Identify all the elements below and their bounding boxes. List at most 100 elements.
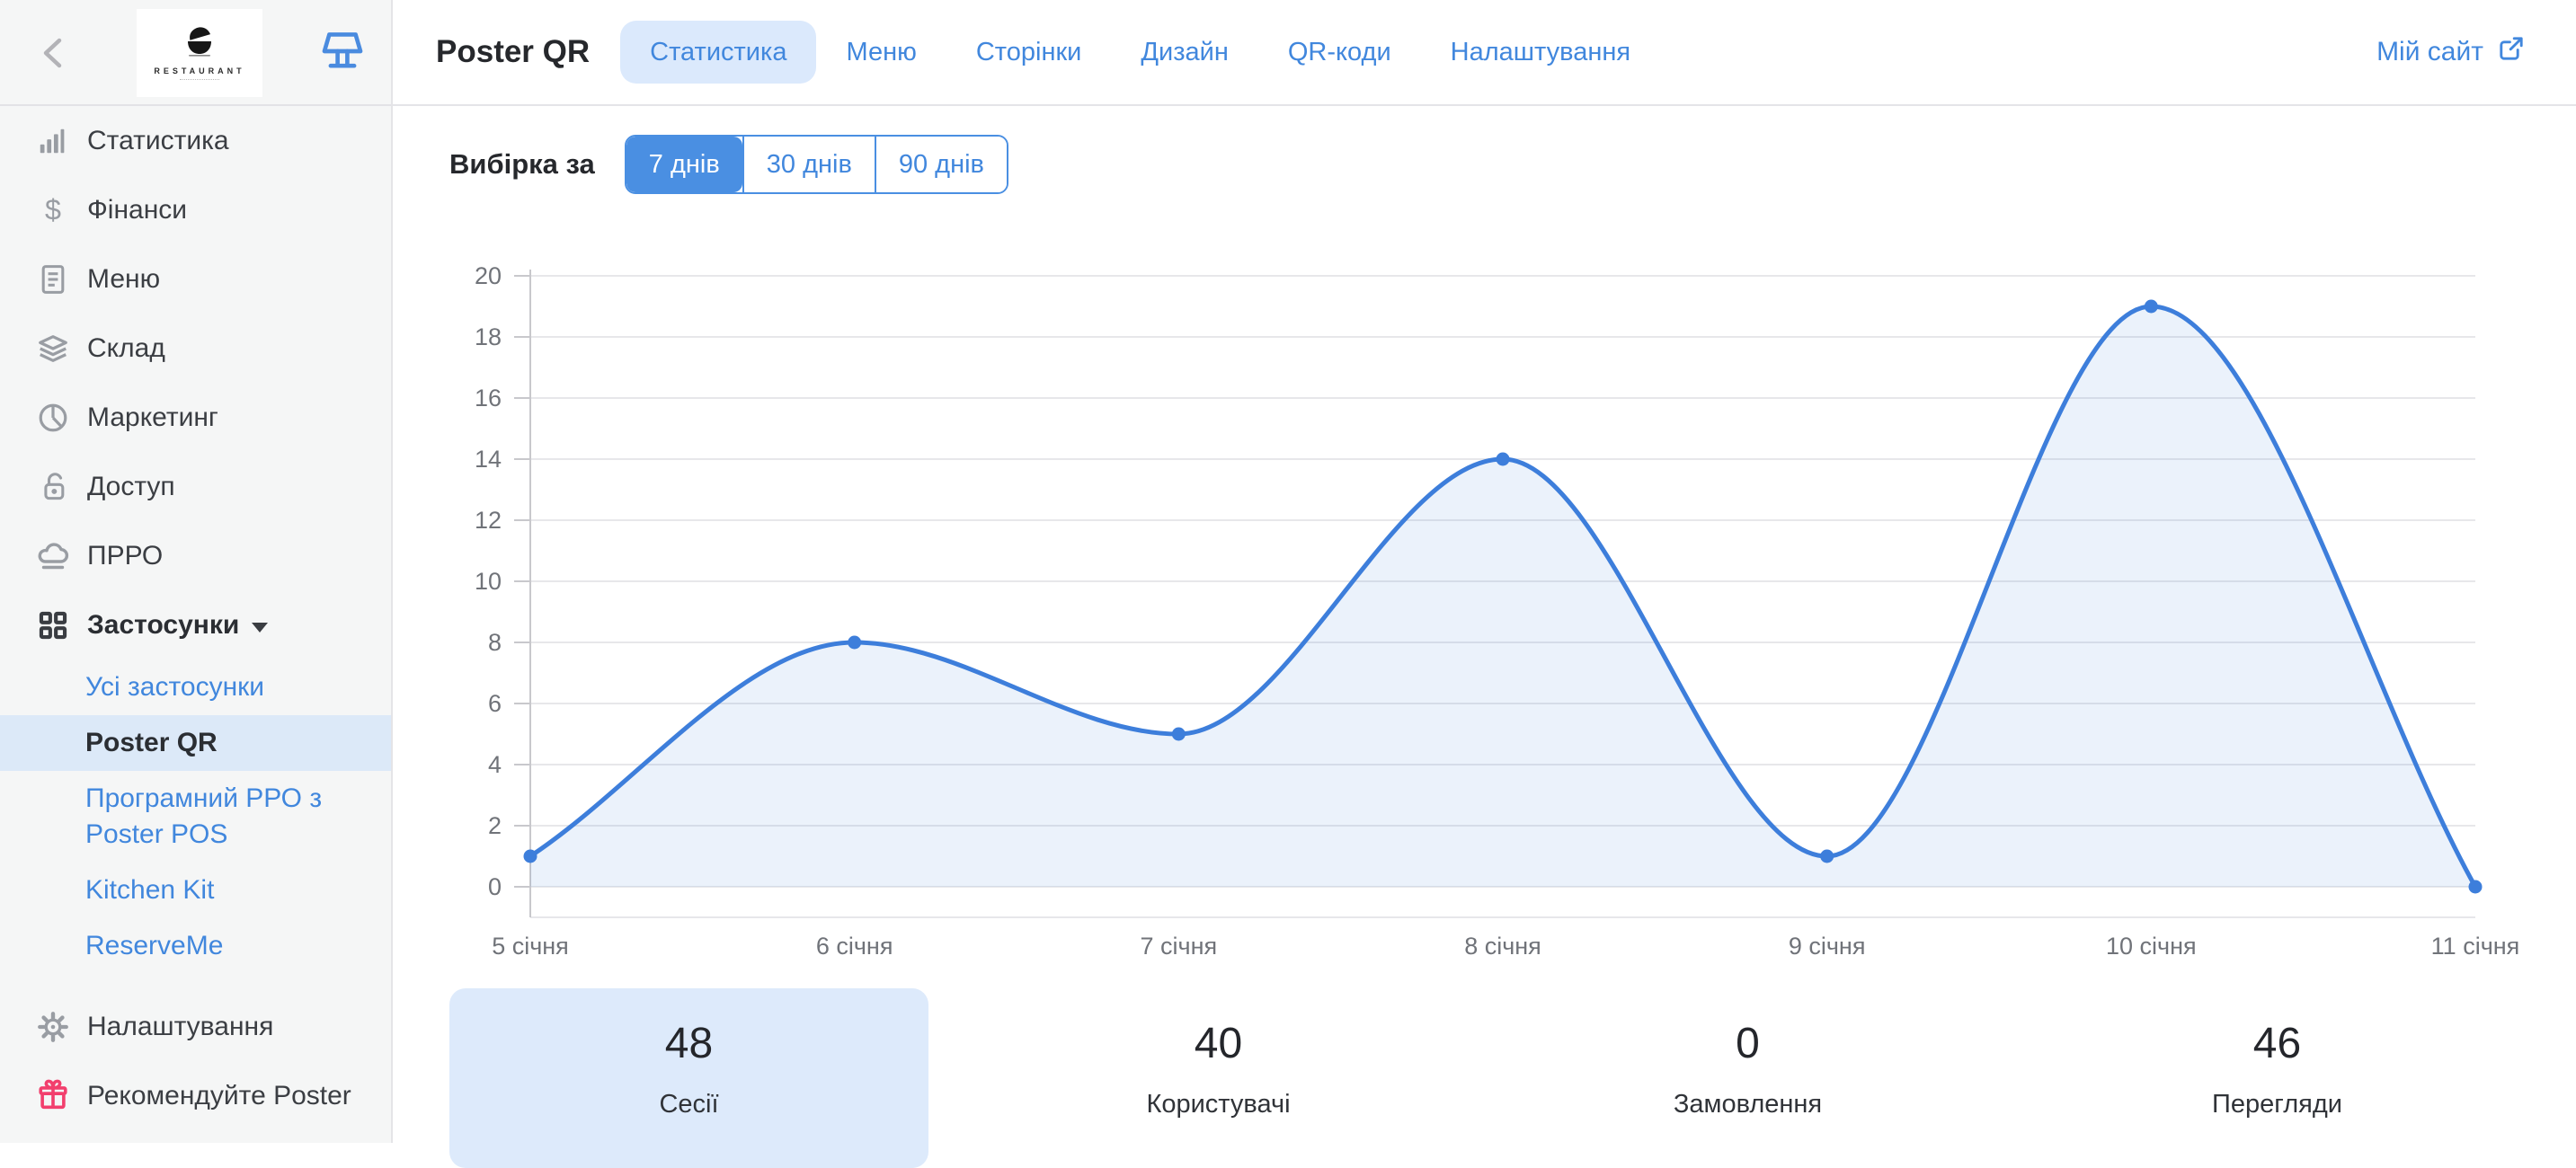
svg-text:20: 20 xyxy=(475,262,502,289)
tab-Налаштування[interactable]: Налаштування xyxy=(1450,37,1631,66)
chevron-down-icon xyxy=(252,623,269,633)
apps-grid-icon xyxy=(34,606,72,644)
pie-chart-icon xyxy=(34,399,72,437)
sidebar-item-Маркетинг[interactable]: Маркетинг xyxy=(0,383,391,452)
svg-text:6: 6 xyxy=(488,690,502,717)
sidebar-bottom-list: Налаштування Рекомендуйте Poster xyxy=(0,992,391,1130)
sidebar-item-label: Рекомендуйте Poster xyxy=(87,1080,351,1110)
tab-Меню[interactable]: Меню xyxy=(846,37,917,66)
svg-text:7 січня: 7 січня xyxy=(1141,933,1218,960)
sidebar-item-label: ПРРО xyxy=(87,540,164,571)
svg-text:12: 12 xyxy=(475,507,502,534)
stat-card-Сесії[interactable]: 48 Сесії xyxy=(449,988,928,1168)
sidebar-item-Налаштування[interactable]: Налаштування xyxy=(0,992,391,1061)
svg-text:10 січня: 10 січня xyxy=(2106,933,2197,960)
stats-row: 48 Сесії 40 Користувачі 0 Замовлення 46 Перегля… xyxy=(449,988,2517,1168)
svg-text:11 січня: 11 січня xyxy=(2431,933,2520,960)
sidebar-subitem-ReserveMe[interactable]: ReserveMe xyxy=(0,918,391,974)
svg-text:$: $ xyxy=(45,193,61,226)
sidebar-item-label: Склад xyxy=(87,332,165,363)
sidebar-item-Застосунки[interactable]: Застосунки xyxy=(0,590,391,659)
sidebar-subitem-label: ReserveMe xyxy=(85,931,224,960)
sidebar-main-list: Статистика $ Фінанси Меню Склад Маркетинг Дост… xyxy=(0,106,391,659)
sidebar-item-label: Маркетинг xyxy=(87,402,218,432)
external-link-icon xyxy=(2497,34,2526,70)
back-button[interactable] xyxy=(34,32,76,74)
stat-value: 48 xyxy=(664,1020,714,1067)
logo-wordmark: RESTAURANT xyxy=(154,66,245,75)
svg-text:5 січня: 5 січня xyxy=(492,933,569,960)
svg-text:14: 14 xyxy=(475,446,502,473)
filter-row: Вибірка за 7 днів 30 днів 90 днів xyxy=(449,135,1008,194)
sidebar-item-label: Меню xyxy=(87,263,161,294)
svg-text:8: 8 xyxy=(488,629,502,656)
tab-Дизайн[interactable]: Дизайн xyxy=(1141,37,1229,66)
stat-value: 40 xyxy=(1194,1020,1243,1067)
svg-text:4: 4 xyxy=(488,751,502,778)
stat-value: 46 xyxy=(2252,1020,2302,1067)
sidebar-item-Склад[interactable]: Склад xyxy=(0,314,391,383)
stat-label: Сесії xyxy=(659,1090,719,1119)
lock-open-icon xyxy=(34,468,72,506)
period-segmented-control: 7 днів 30 днів 90 днів xyxy=(624,135,1008,194)
sidebar-item-label: Статистика xyxy=(87,125,229,155)
sidebar-subitem-Програмний РРО з Poster POS[interactable]: Програмний РРО з Poster POS xyxy=(0,771,391,863)
sidebar-subitem-label: Програмний РРО з Poster POS xyxy=(85,783,323,849)
sidebar-item-label: Фінанси xyxy=(87,194,188,225)
sidebar-subitem-Kitchen Kit[interactable]: Kitchen Kit xyxy=(0,863,391,918)
tabs: Статистика Меню Сторінки Дизайн QR-коди Налаш… xyxy=(620,21,1660,84)
tab-QR-коди[interactable]: QR-коди xyxy=(1287,37,1391,66)
cloud-icon xyxy=(34,537,72,575)
sidebar-item-Рекомендуйте Poster[interactable]: Рекомендуйте Poster xyxy=(0,1061,391,1130)
sidebar-item-Доступ[interactable]: Доступ xyxy=(0,452,391,521)
sidebar-item-label: Доступ xyxy=(87,471,175,501)
filter-label: Вибірка за xyxy=(449,148,595,180)
sidebar-item-label: Налаштування xyxy=(87,1011,274,1041)
main-content: Poster QR Статистика Меню Сторінки Дизайн QR… xyxy=(393,0,2576,1168)
stat-card-Замовлення[interactable]: 0 Замовлення xyxy=(1508,988,1987,1168)
sidebar-subitem-Poster QR[interactable]: Poster QR xyxy=(0,715,391,771)
period-button-90 днів[interactable]: 90 днів xyxy=(874,137,1007,192)
stat-card-Перегляди[interactable]: 46 Перегляди xyxy=(2038,988,2517,1168)
sidebar-item-Меню[interactable]: Меню xyxy=(0,244,391,314)
bar-chart-icon xyxy=(34,122,72,160)
sidebar-subitem-label: Усі застосунки xyxy=(85,672,265,702)
stat-value: 0 xyxy=(1736,1020,1760,1067)
period-button-7 днів[interactable]: 7 днів xyxy=(626,137,742,192)
page-title: Poster QR xyxy=(436,34,591,69)
sidebar-item-label: Застосунки xyxy=(87,609,240,640)
document-icon xyxy=(34,261,72,298)
stat-card-Користувачі[interactable]: 40 Користувачі xyxy=(979,988,1458,1168)
svg-text:9 січня: 9 січня xyxy=(1789,933,1866,960)
period-button-30 днів[interactable]: 30 днів xyxy=(742,137,875,192)
layers-icon xyxy=(34,330,72,367)
sidebar-subitem-label: Kitchen Kit xyxy=(85,875,215,905)
kiosk-icon[interactable] xyxy=(318,27,367,75)
svg-text:8 січня: 8 січня xyxy=(1464,933,1541,960)
my-site-label: Мій сайт xyxy=(2376,37,2483,66)
svg-text:10: 10 xyxy=(475,568,502,595)
svg-text:18: 18 xyxy=(475,323,502,350)
restaurant-logo: RESTAURANT xyxy=(137,9,262,97)
stat-label: Перегляди xyxy=(2212,1090,2342,1119)
logo-subline xyxy=(180,78,219,80)
sidebar: RESTAURANT Статистика $ Фінанси Меню Склад Ма… xyxy=(0,0,393,1143)
bowls-logo-icon xyxy=(188,26,211,57)
sidebar-item-Статистика[interactable]: Статистика xyxy=(0,106,391,175)
svg-text:16: 16 xyxy=(475,385,502,411)
gear-icon xyxy=(34,1008,72,1046)
topbar: Poster QR Статистика Меню Сторінки Дизайн QR… xyxy=(393,0,2576,106)
svg-text:2: 2 xyxy=(488,812,502,839)
tab-Сторінки[interactable]: Сторінки xyxy=(975,37,1082,66)
sidebar-subitem-Усі застосунки[interactable]: Усі застосунки xyxy=(0,659,391,715)
svg-text:6 січня: 6 січня xyxy=(816,933,893,960)
sessions-chart: 0 2 4 6 8 10 12 14 16 18 20 5 січня 6 січня 7 січня 8 … xyxy=(475,262,2520,960)
tab-Статистика[interactable]: Статистика xyxy=(620,21,817,84)
chart-wrap: 0 2 4 6 8 10 12 14 16 18 20 5 січня 6 січня 7 січня 8 … xyxy=(440,252,2544,979)
sidebar-sub-list: Усі застосунки Poster QR Програмний РРО з … xyxy=(0,659,391,974)
sidebar-item-ПРРО[interactable]: ПРРО xyxy=(0,521,391,590)
my-site-link[interactable]: Мій сайт xyxy=(2376,34,2526,70)
gift-icon xyxy=(34,1077,72,1115)
sidebar-subitem-label: Poster QR xyxy=(85,728,218,757)
sidebar-item-Фінанси[interactable]: $ Фінанси xyxy=(0,175,391,244)
